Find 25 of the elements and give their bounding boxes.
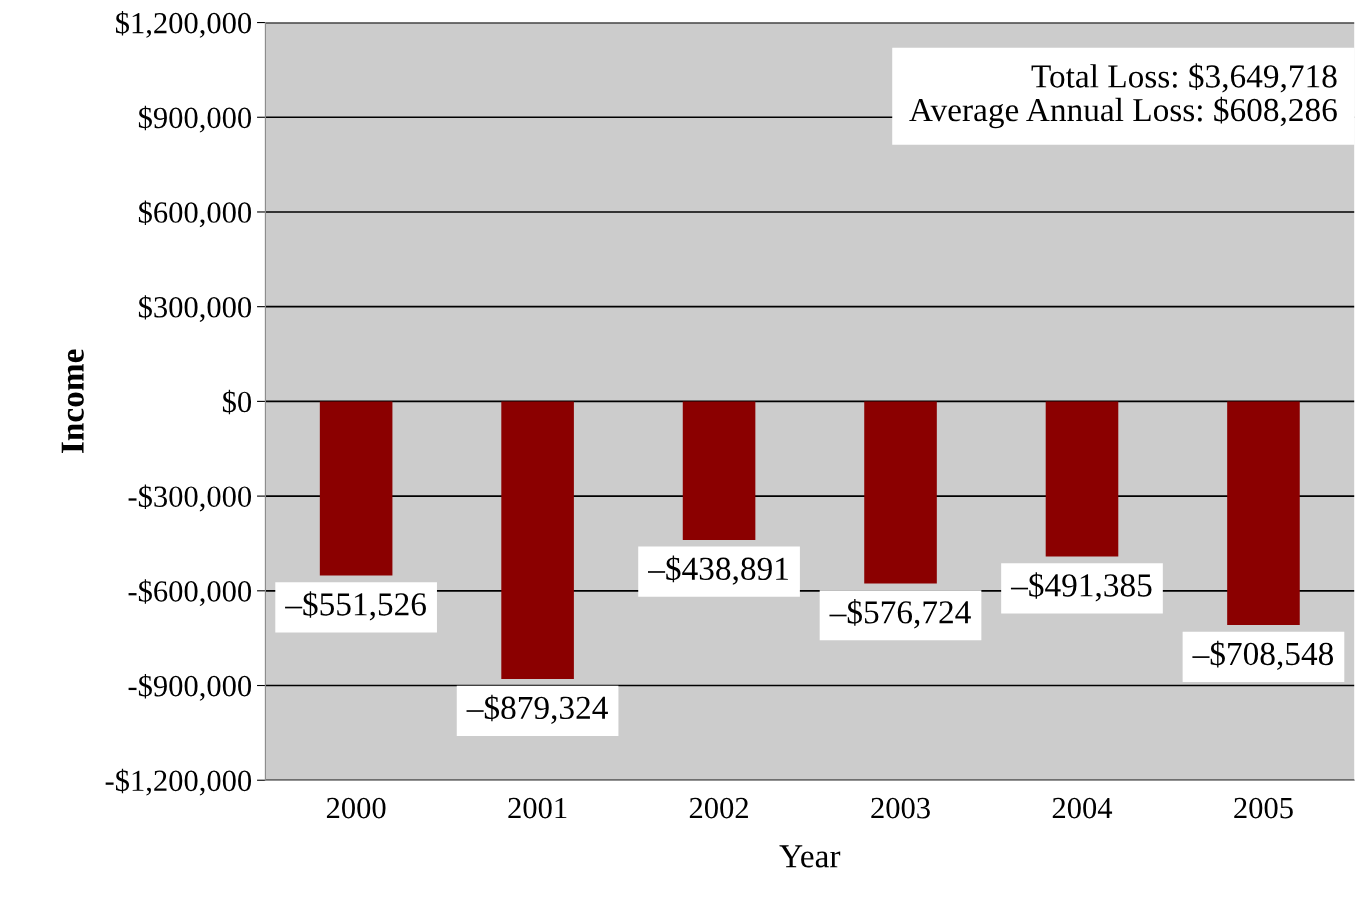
data-label: –$879,324 bbox=[466, 694, 608, 724]
y-tick-label: $600,000 bbox=[138, 200, 252, 228]
y-tick-label: $1,200,000 bbox=[116, 11, 252, 38]
x-tick-label: 2000 bbox=[326, 797, 386, 819]
x-tick-label: 2004 bbox=[1052, 797, 1113, 819]
x-tick-label: 2003 bbox=[871, 797, 930, 819]
y-tick-label: -$1,200,000 bbox=[105, 768, 252, 796]
y-tick-label: -$900,000 bbox=[128, 674, 252, 701]
x-tick-label: 2001 bbox=[508, 797, 567, 819]
y-tick-label: $0 bbox=[222, 389, 252, 415]
data-label: –$551,526 bbox=[285, 591, 426, 621]
data-label: –$708,548 bbox=[1192, 640, 1334, 670]
y-tick-label: $300,000 bbox=[138, 295, 252, 322]
x-axis-title: Year bbox=[779, 845, 841, 868]
x-tick-label: 2005 bbox=[1234, 797, 1293, 819]
annotation: Average Annual Loss: $608,286 bbox=[909, 96, 1337, 129]
data-label: –$438,891 bbox=[648, 555, 788, 585]
data-label: –$491,385 bbox=[1010, 572, 1152, 602]
x-tick-label: 2002 bbox=[689, 797, 748, 819]
y-axis-title: Income bbox=[61, 349, 84, 454]
data-label: –$576,724 bbox=[829, 599, 971, 629]
y-tick-label: -$300,000 bbox=[128, 484, 252, 512]
y-tick-label: -$600,000 bbox=[128, 579, 252, 607]
y-tick-label: $900,000 bbox=[138, 105, 252, 133]
annotation: Total Loss: $3,649,718 bbox=[1031, 63, 1337, 93]
